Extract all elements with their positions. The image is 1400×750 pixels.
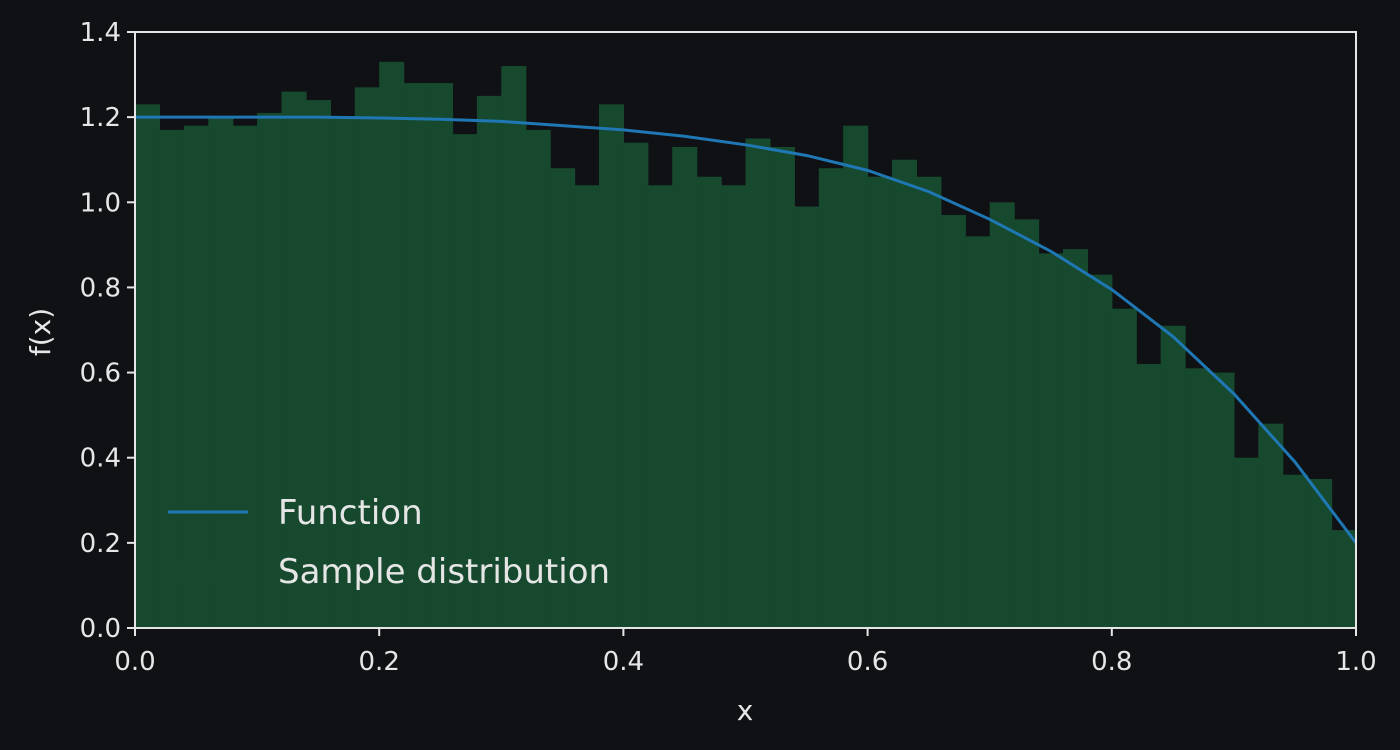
legend-sample-label: Sample distribution — [278, 552, 610, 592]
y-tick-label: 0.6 — [80, 359, 121, 389]
x-tick-label: 0.6 — [847, 647, 888, 677]
histogram-bar — [208, 117, 234, 628]
y-tick-label: 0.2 — [80, 529, 121, 559]
histogram-bar — [525, 129, 551, 628]
histogram-bar — [623, 142, 649, 628]
histogram-bar — [354, 87, 380, 629]
histogram-bar — [696, 176, 722, 629]
histogram-bar — [574, 185, 600, 628]
x-tick-label: 0.0 — [114, 647, 155, 677]
histogram-bar — [672, 146, 698, 628]
histogram-bar — [1185, 368, 1211, 628]
histogram-bar — [501, 66, 527, 628]
histogram-bar — [281, 91, 307, 629]
y-axis-label: f(x) — [24, 308, 57, 356]
y-tick-label: 1.2 — [80, 103, 121, 133]
histogram-bar — [892, 159, 918, 628]
histogram-bar — [183, 125, 209, 628]
x-tick-label: 0.8 — [1091, 647, 1132, 677]
x-tick-label: 1.0 — [1335, 647, 1376, 677]
histogram-bar — [965, 236, 991, 628]
histogram-bar — [452, 134, 478, 629]
histogram-bar — [257, 112, 283, 628]
histogram-bar — [989, 202, 1015, 629]
histogram-bar — [428, 83, 454, 629]
histogram-bar — [1160, 325, 1186, 628]
histogram-bar — [379, 61, 405, 629]
y-tick-label: 0.8 — [80, 273, 121, 303]
histogram-bar — [135, 104, 161, 629]
y-tick-label: 1.4 — [80, 18, 121, 48]
histogram-bar — [867, 176, 893, 629]
histogram-bar — [843, 125, 869, 628]
function-line — [135, 115, 1358, 544]
histogram-bar — [721, 185, 747, 628]
legend-function-label: Function — [278, 493, 423, 533]
histogram-bar — [1233, 457, 1259, 628]
histogram-bar — [1282, 474, 1308, 628]
histogram-bar — [1258, 423, 1284, 628]
histogram-bar — [403, 83, 429, 629]
legend: Function Sample distribution — [168, 493, 610, 592]
histogram-bar — [598, 104, 624, 629]
y-tick-label: 1.0 — [80, 188, 121, 218]
histogram-bar — [1087, 274, 1113, 628]
x-axis: 0.0 0.2 0.4 0.6 0.8 1.0 — [114, 628, 1377, 677]
histogram-bar — [1136, 364, 1162, 628]
histogram-bar — [1062, 249, 1088, 629]
histogram-bar — [916, 176, 942, 629]
histogram-bar — [794, 206, 820, 629]
histogram-bar — [1014, 219, 1040, 628]
histogram-bar — [330, 117, 356, 628]
histogram-bar — [647, 185, 673, 628]
histogram-bar — [232, 125, 258, 628]
histogram-bar — [1111, 308, 1137, 628]
histogram-bar — [305, 100, 331, 629]
histogram-bar — [1038, 253, 1064, 628]
x-tick-label: 0.2 — [359, 647, 400, 677]
histogram-bar — [1331, 530, 1357, 628]
histogram-bar — [745, 138, 771, 628]
histogram-bar — [940, 215, 966, 628]
x-tick-label: 0.4 — [603, 647, 644, 677]
histogram-bar — [476, 95, 502, 629]
histogram-bar — [769, 146, 795, 628]
histogram-bar — [818, 168, 844, 629]
plot-frame — [134, 31, 1357, 629]
legend-sample-swatch — [168, 557, 246, 584]
histogram-bar — [1209, 372, 1235, 628]
x-axis-label: x — [737, 694, 754, 727]
histogram-bar — [550, 168, 576, 629]
y-tick-label: 0.0 — [80, 614, 121, 644]
histogram-bar — [159, 129, 185, 628]
y-axis: 0.0 0.2 0.4 0.6 0.8 1.0 1.2 1.4 — [80, 18, 135, 644]
histogram-bar — [1307, 479, 1333, 628]
y-tick-label: 0.4 — [80, 444, 121, 474]
histogram-bars — [135, 61, 1357, 629]
